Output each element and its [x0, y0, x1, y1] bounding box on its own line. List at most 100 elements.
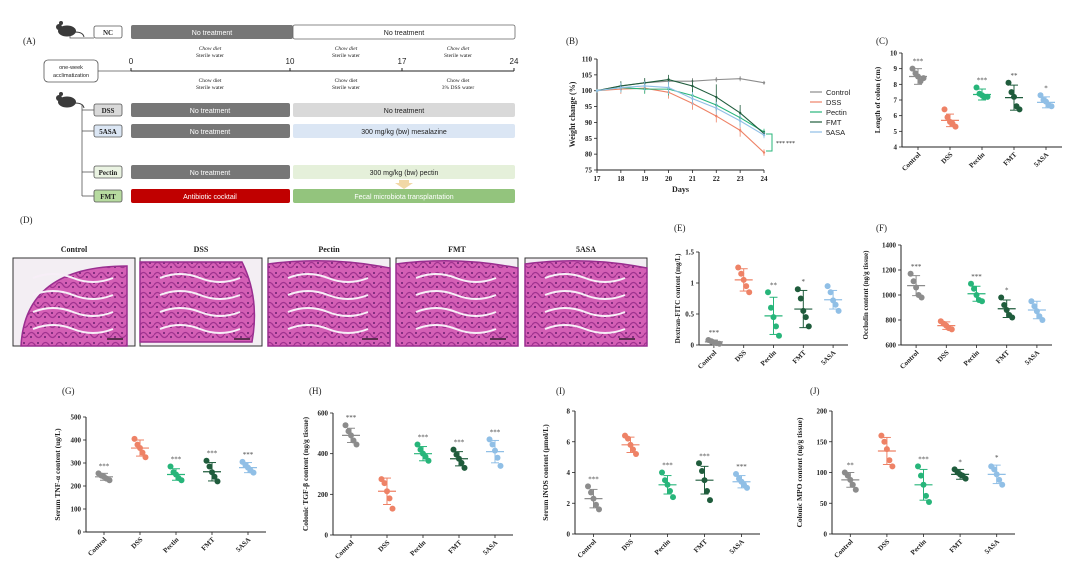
data-point-pectin [773, 323, 779, 330]
data-point-dss [889, 463, 896, 470]
x-tick-label-5asa: 5ASA [234, 536, 252, 554]
significance-label-control: *** [99, 462, 110, 470]
panel-label: (C) [876, 36, 888, 46]
x-tick-label-pectin: Pectin [759, 349, 778, 368]
data-point-pectin [765, 289, 771, 296]
x-tick-label-pectin: Pectin [909, 538, 928, 557]
y-axis-label: Dextran-FITC content (mg/L) [674, 253, 682, 343]
nc-right-label: No treatment [384, 30, 425, 37]
group-box-fmt [93, 189, 123, 203]
data-point-fmt [1005, 79, 1012, 86]
data-point-control [596, 506, 602, 513]
x-tick-label: 21 [689, 175, 697, 183]
crypt-gap [415, 273, 497, 283]
group-right-label-5asa: 300 mg/kg (bw) mesalazine [361, 129, 447, 136]
data-point-fmt [794, 286, 801, 293]
significance-label-pectin: *** [171, 455, 182, 463]
data-point-pectin [425, 457, 432, 464]
y-axis-label: Serum iNOS content (μmol/L) [541, 424, 550, 521]
panel-label: (E) [674, 223, 686, 233]
crypt-gap [159, 307, 241, 317]
significance-label-pectin: *** [418, 434, 429, 442]
data-point-pectin [971, 285, 977, 292]
x-tick-label-5asa: 5ASA [1032, 151, 1050, 169]
y-tick-label: 0 [78, 529, 82, 537]
y-tick-label: 6 [894, 112, 898, 120]
x-tick-label-fmt: FMT [994, 349, 1011, 366]
data-point-dss [738, 270, 745, 277]
data-point-control [913, 284, 920, 291]
y-tick-label: 7 [894, 97, 898, 105]
data-point-fmt [696, 460, 702, 467]
y-tick-label: 0.5 [685, 311, 694, 319]
data-point-dss [883, 446, 890, 453]
data-point-dss [139, 449, 146, 456]
y-tick-label: 50 [820, 500, 828, 508]
data-point-fmt [691, 84, 694, 88]
y-tick-label: 9 [894, 65, 898, 73]
panel-label: (B) [566, 36, 578, 46]
x-tick-label: 23 [737, 175, 745, 183]
y-axis-label: Serum TNF-α content (ug/L) [53, 428, 62, 521]
data-point-control [106, 477, 113, 484]
y-tick-label: 8 [567, 408, 571, 416]
y-tick-label: 5 [894, 128, 898, 136]
data-point-5asa [993, 471, 1000, 478]
data-point-dss [131, 435, 138, 442]
significance-label-fmt: * [1005, 287, 1009, 295]
data-point-fmt [209, 469, 215, 476]
x-axis-label: Days [672, 185, 689, 194]
data-point-fmt [701, 477, 708, 484]
x-tick-label-control: Control [333, 539, 355, 561]
data-point-5asa [824, 283, 831, 290]
panel-i-inos-chart: (I) 0 2 4 6 8 Serum iNOS content (μmol/L) Contr… [541, 386, 760, 560]
data-point-fmt [1009, 314, 1016, 321]
significance-label-control: ** [847, 462, 855, 470]
group-right-bar-pectin [293, 165, 515, 179]
y-tick-label: 0 [691, 342, 695, 350]
y-tick-label: 0 [824, 531, 828, 539]
data-point-fmt [203, 457, 210, 464]
data-point-pectin [414, 441, 421, 448]
data-point-5asa [1039, 317, 1046, 323]
data-point-dss [137, 445, 143, 452]
significance-label-fmt: *** [454, 439, 465, 447]
x-tick-label: 19 [641, 175, 649, 183]
data-point-fmt [211, 473, 218, 480]
water-above-label: Sterile water [444, 53, 472, 59]
data-point-fmt [704, 487, 710, 494]
image-title-fmt: FMT [448, 245, 466, 254]
data-point-pectin [973, 292, 980, 298]
group-right-label-fmt: Fecal microbiota transplantation [354, 194, 453, 201]
mouse-ear [59, 92, 63, 96]
histology-image-dss [139, 257, 263, 347]
significance-label-2: *** [786, 141, 795, 147]
significance-label-fmt: *** [207, 450, 218, 458]
x-tick-label-dss: DSS [377, 539, 392, 554]
data-point-fmt [1016, 106, 1023, 113]
data-point-control [762, 81, 766, 84]
y-tick-label: 100 [817, 469, 828, 477]
group-right-bar-5asa [293, 124, 515, 138]
y-tick-label: 8 [894, 81, 898, 89]
data-point-5asa [643, 84, 646, 88]
data-point-dss [743, 283, 750, 290]
data-point-fmt [699, 467, 705, 474]
data-point-5asa [999, 481, 1006, 488]
crypt-gap [159, 273, 241, 283]
data-point-5asa [250, 469, 257, 476]
group-left-label-5asa: No treatment [190, 129, 231, 136]
water-below-label: Sterile water [332, 85, 360, 91]
x-tick-label-fmt: FMT [1002, 151, 1019, 168]
data-point-fmt [458, 459, 465, 466]
data-point-control [847, 476, 854, 483]
acclimatization-line-2: acclimatization [53, 73, 89, 79]
data-point-fmt [214, 478, 221, 485]
crypt-gap [287, 273, 369, 283]
data-point-control [715, 78, 718, 81]
y-tick-label: 200 [817, 408, 828, 416]
significance-label-control: *** [913, 58, 924, 66]
x-tick-label-5asa: 5ASA [481, 539, 499, 557]
x-tick-label-dss: DSS [733, 349, 748, 364]
